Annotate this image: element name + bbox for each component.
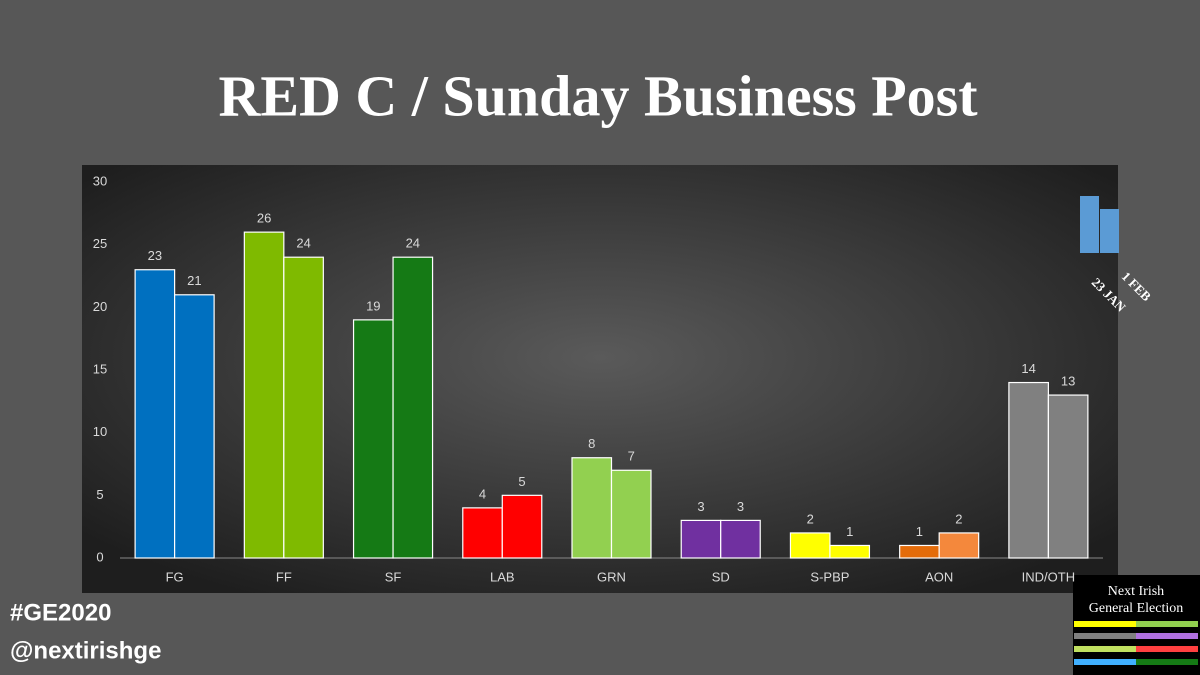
- logo-text: General Election: [1089, 601, 1183, 616]
- data-label: 5: [518, 474, 525, 489]
- logo-stripe: [1136, 621, 1198, 627]
- x-tick-label: GRN: [597, 569, 626, 584]
- x-tick-label: SF: [385, 569, 402, 584]
- bar: [174, 294, 215, 559]
- logo-stripe: [1136, 646, 1198, 652]
- bar: [501, 494, 543, 559]
- handle: @nextirishge: [10, 637, 161, 664]
- logo-stripe: [1074, 633, 1136, 639]
- y-tick-label: 25: [93, 236, 107, 251]
- y-tick-label: 10: [93, 424, 107, 439]
- x-tick-label: IND/OTH: [1022, 569, 1075, 584]
- data-label: 4: [479, 486, 486, 501]
- x-tick-label: S-PBP: [810, 569, 849, 584]
- chart-title: RED C / Sunday Business Post: [218, 63, 978, 128]
- data-label: 14: [1021, 361, 1035, 376]
- bar: [1047, 394, 1089, 559]
- legend-swatch: [1100, 209, 1119, 253]
- bar: [610, 469, 652, 559]
- data-label: 8: [588, 436, 595, 451]
- logo-stripe: [1074, 659, 1136, 665]
- bar: [1008, 381, 1049, 559]
- y-tick-label: 30: [93, 173, 107, 188]
- bar: [720, 519, 761, 559]
- data-label: 24: [406, 236, 420, 251]
- bar: [392, 256, 434, 559]
- hashtag: #GE2020: [10, 599, 111, 626]
- logo: Next Irish General Election: [1073, 575, 1200, 675]
- logo-stripe: [1136, 659, 1198, 665]
- bar: [680, 519, 722, 559]
- data-label: 24: [296, 236, 310, 251]
- data-label: 1: [846, 524, 853, 539]
- data-label: 26: [257, 211, 271, 226]
- bar: [789, 532, 831, 559]
- data-label: 2: [807, 511, 814, 526]
- data-label: 19: [366, 298, 380, 313]
- logo-text: Next Irish: [1108, 584, 1164, 599]
- logo-stripe: [1074, 621, 1136, 627]
- bar: [352, 319, 394, 559]
- bar: [243, 231, 285, 559]
- x-tick-label: SD: [712, 569, 730, 584]
- x-tick-label: LAB: [490, 569, 515, 584]
- y-tick-label: 15: [93, 361, 107, 376]
- y-tick-label: 20: [93, 299, 107, 314]
- data-label: 21: [187, 273, 201, 288]
- data-label: 3: [697, 499, 704, 514]
- bar: [938, 532, 980, 559]
- data-label: 2: [955, 511, 962, 526]
- bar: [899, 544, 940, 559]
- y-tick-label: 5: [96, 487, 103, 502]
- bar: [462, 507, 503, 559]
- bar: [829, 544, 871, 559]
- x-tick-label: FF: [276, 569, 292, 584]
- data-label: 7: [628, 449, 635, 464]
- data-label: 3: [737, 499, 744, 514]
- data-label: 23: [148, 248, 162, 263]
- bar: [283, 256, 324, 559]
- bar: [134, 269, 176, 559]
- data-label: 13: [1061, 374, 1075, 389]
- logo-stripe: [1074, 646, 1136, 652]
- logo-stripe: [1136, 633, 1198, 639]
- x-tick-label: FG: [166, 569, 184, 584]
- y-tick-label: 0: [96, 549, 103, 564]
- x-tick-label: AON: [925, 569, 953, 584]
- legend-swatch: [1080, 196, 1099, 253]
- data-label: 1: [916, 524, 923, 539]
- bar: [571, 457, 613, 559]
